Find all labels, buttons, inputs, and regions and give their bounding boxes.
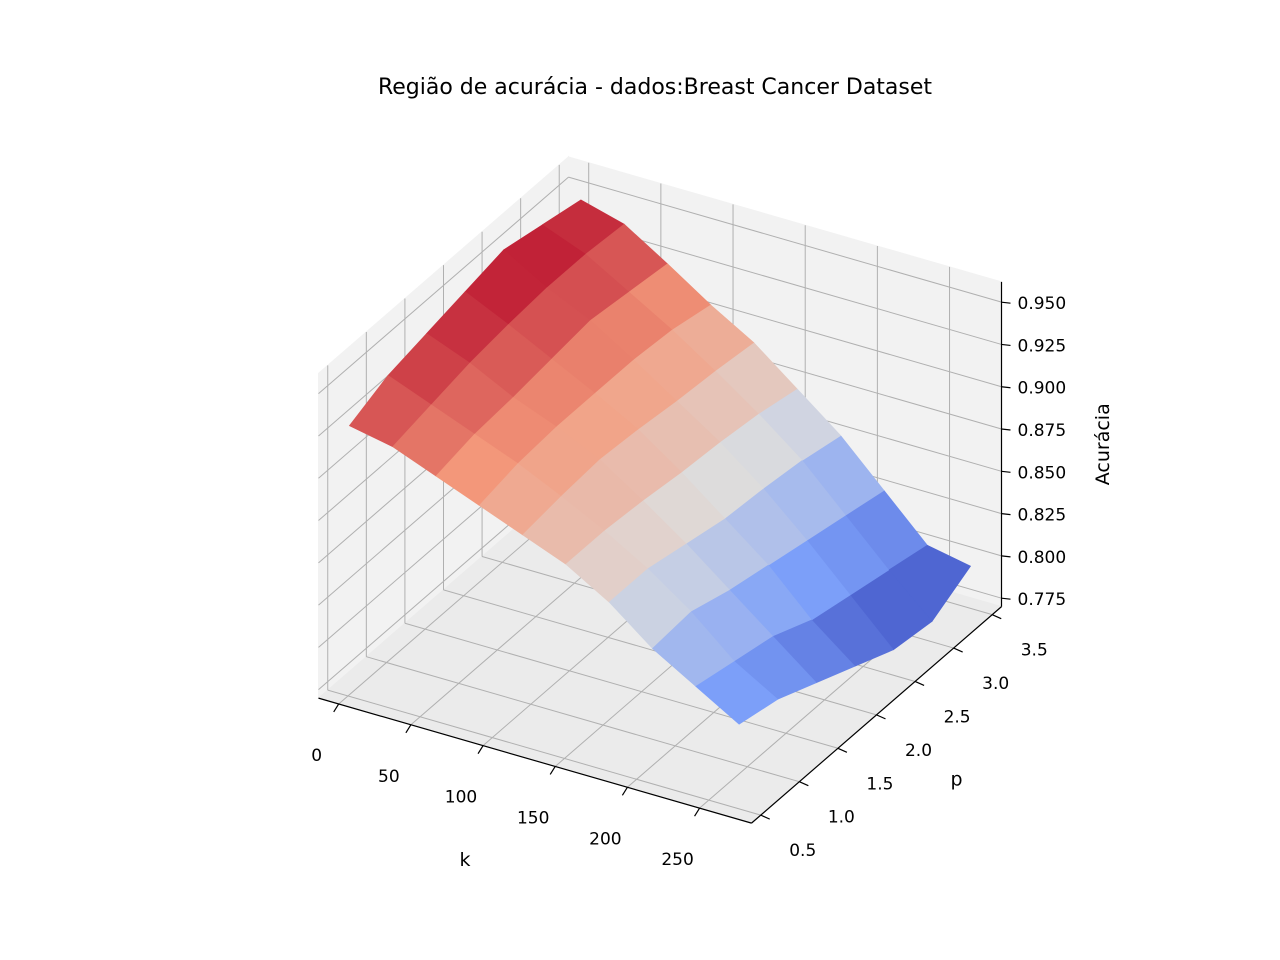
tick-mark [405, 724, 412, 734]
tick-mark [1001, 343, 1011, 347]
z-tick-label: 0.850 [1018, 463, 1067, 483]
grid-line [318, 176, 569, 395]
tick-mark [953, 647, 963, 653]
y-tick-label: 2.5 [944, 707, 971, 727]
z-axis-label: Acurácia [1092, 403, 1114, 485]
tick-mark [477, 745, 484, 754]
tick-mark [621, 786, 628, 796]
chart-title: Região de acurácia - dados:Breast Cancer… [378, 75, 932, 100]
tick-mark [1001, 301, 1011, 304]
grid-line [568, 176, 1002, 303]
tick-mark [333, 703, 340, 713]
tick-mark [799, 781, 809, 787]
tick-mark [760, 814, 771, 820]
grid-line [404, 622, 839, 749]
tick-mark [837, 747, 848, 753]
axis-line [751, 606, 1002, 824]
tick-mark [1001, 513, 1011, 516]
x-tick-label: 250 [661, 850, 693, 870]
z-tick-label: 0.950 [1018, 294, 1067, 314]
y-tick-label: 3.5 [1021, 641, 1048, 661]
tick-mark [914, 680, 925, 687]
tick-mark [1001, 597, 1011, 600]
tick-mark [549, 766, 556, 775]
x-tick-label: 150 [517, 808, 549, 828]
tick-mark [694, 807, 701, 817]
z-tick-label: 0.775 [1018, 590, 1067, 610]
z-tick-label: 0.900 [1018, 379, 1067, 399]
x-tick-label: 200 [589, 829, 621, 849]
y-tick-label: 3.0 [982, 674, 1009, 694]
y-tick-label: 0.5 [789, 841, 816, 861]
tick-mark [876, 714, 886, 720]
y-axis-label: p [950, 768, 962, 790]
y-tick-label: 2.0 [905, 741, 932, 761]
x-tick-label: 100 [445, 788, 477, 808]
z-tick-label: 0.925 [1018, 336, 1067, 356]
tick-mark [1001, 470, 1011, 473]
tick-mark [1001, 428, 1011, 431]
axis-line [318, 697, 752, 824]
x-tick-label: 50 [378, 767, 400, 787]
z-tick-label: 0.800 [1018, 548, 1067, 568]
z-tick-label: 0.825 [1018, 506, 1067, 526]
surface-facet [695, 661, 779, 725]
y-tick-label: 1.5 [866, 774, 893, 794]
x-axis-label: k [459, 849, 470, 871]
y-tick-label: 1.0 [828, 808, 855, 828]
tick-mark [1001, 555, 1011, 558]
x-tick-label: 0 [311, 746, 322, 766]
z-tick-label: 0.875 [1018, 421, 1067, 441]
tick-mark [1001, 386, 1011, 389]
grid-line [327, 689, 761, 816]
grid-line [366, 656, 800, 783]
tick-mark [992, 614, 1002, 620]
